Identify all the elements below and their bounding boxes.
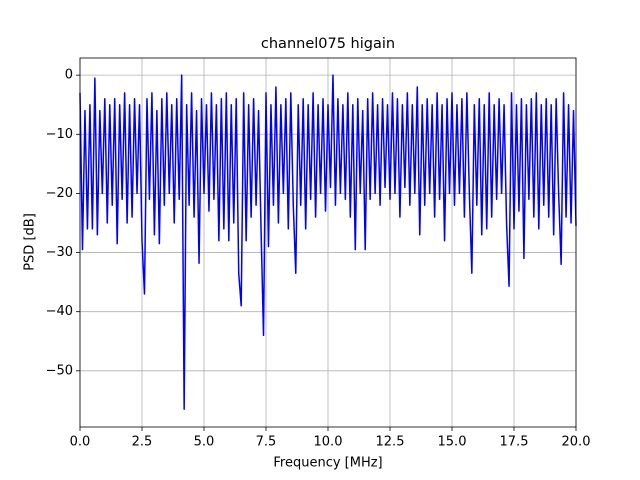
y-tick-label: −50 (46, 363, 73, 378)
plot-frame (79, 57, 577, 428)
x-tick-label: 12.5 (376, 435, 405, 450)
y-tick-label: −10 (46, 127, 73, 142)
y-tick-label: −20 (46, 186, 73, 201)
x-tick-label: 10.0 (314, 435, 343, 450)
x-tick-label: 0.0 (70, 435, 91, 450)
x-tick-label: 2.5 (132, 435, 153, 450)
x-tick-label: 7.5 (256, 435, 277, 450)
x-tick-label: 5.0 (194, 435, 215, 450)
y-tick-label: −30 (46, 245, 73, 260)
chart-title: channel075 higain (261, 36, 395, 52)
x-axis-label: Frequency [MHz] (273, 456, 382, 471)
y-tick-label: 0 (65, 68, 73, 83)
x-tick-label: 15.0 (438, 435, 467, 450)
y-tick-label: −40 (46, 304, 73, 319)
x-tick-label: 20.0 (562, 435, 591, 450)
data-line (79, 74, 577, 411)
x-tick-label: 17.5 (500, 435, 529, 450)
y-axis-label: PSD [dB] (23, 213, 38, 271)
